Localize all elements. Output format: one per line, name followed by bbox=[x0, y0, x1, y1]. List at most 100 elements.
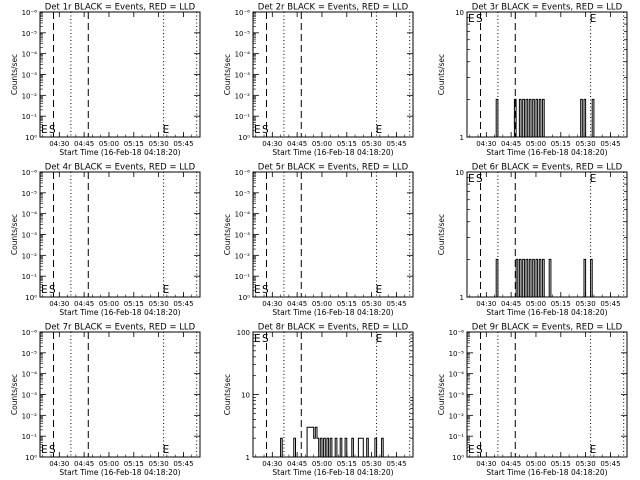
y-tick-label: 10⁻⁶ bbox=[235, 9, 251, 17]
x-tick-label: 05:00 bbox=[99, 460, 119, 468]
y-tick-label: 10⁻⁴ bbox=[235, 51, 251, 59]
y-tick-label: 10⁻⁴ bbox=[235, 211, 251, 219]
y-tick-label: 10⁻¹ bbox=[22, 273, 38, 281]
y-tick-label: 10⁻² bbox=[235, 252, 251, 260]
x-tick-label: 04:30 bbox=[476, 140, 496, 148]
x-tick-label: 05:30 bbox=[576, 140, 596, 148]
x-tick-label: 04:30 bbox=[262, 460, 282, 468]
y-axis-label: Counts/sec bbox=[437, 374, 446, 415]
x-tick-label: 05:45 bbox=[173, 300, 193, 308]
x-tick-label: 04:45 bbox=[501, 460, 521, 468]
marker-e-start: E bbox=[254, 284, 261, 296]
x-tick-label: 04:30 bbox=[49, 460, 69, 468]
y-tick-label: 10 bbox=[455, 9, 464, 17]
y-tick-label: 10⁻⁶ bbox=[449, 329, 465, 337]
marker-s: S bbox=[262, 333, 269, 345]
marker-e-start: E bbox=[41, 124, 48, 136]
panel-title: Det 6r BLACK = Events, RED = LLD bbox=[472, 163, 623, 173]
marker-e-end: E bbox=[376, 284, 383, 296]
y-tick-label: 10 bbox=[241, 392, 250, 400]
plot-frame bbox=[252, 331, 414, 458]
x-tick-label: 04:45 bbox=[501, 140, 521, 148]
y-tick-label: 10⁻⁶ bbox=[22, 169, 38, 177]
marker-e-start: E bbox=[254, 333, 261, 345]
x-tick-label: 05:00 bbox=[312, 140, 332, 148]
x-tick-label: 05:00 bbox=[99, 300, 119, 308]
x-tick-label: 04:30 bbox=[476, 460, 496, 468]
x-tick-label: 05:00 bbox=[526, 140, 546, 148]
x-tick-label: 05:15 bbox=[337, 300, 357, 308]
x-axis-label: Start Time (16-Feb-18 04:18:20) bbox=[59, 148, 180, 157]
panel-title: Det 3r BLACK = Events, RED = LLD bbox=[472, 3, 623, 13]
x-tick-label: 05:15 bbox=[124, 460, 144, 468]
y-tick-label: 10⁻¹ bbox=[22, 113, 38, 121]
y-tick-label: 10⁻⁵ bbox=[235, 190, 251, 198]
x-tick-label: 05:30 bbox=[149, 140, 169, 148]
y-tick-label: 10⁻⁵ bbox=[449, 350, 465, 358]
x-axis-label: Start Time (16-Feb-18 04:18:20) bbox=[486, 308, 607, 317]
panel-title: Det 9r BLACK = Events, RED = LLD bbox=[472, 323, 623, 333]
panel-det-7: Det 7r BLACK = Events, RED = LLD 10⁰ 10⁻¹ 1… bbox=[10, 323, 201, 477]
marker-e-start: E bbox=[254, 124, 261, 136]
x-axis-label: Start Time (16-Feb-18 04:18:20) bbox=[272, 468, 393, 477]
y-tick-label: 10⁻³ bbox=[22, 72, 38, 80]
x-tick-label: 04:30 bbox=[49, 300, 69, 308]
plot-frame bbox=[466, 331, 628, 458]
marker-e-start: E bbox=[468, 13, 475, 25]
y-tick-label: 10⁰ bbox=[25, 294, 37, 302]
x-axis-label: Start Time (16-Feb-18 04:18:20) bbox=[59, 308, 180, 317]
x-tick-label: 04:45 bbox=[287, 140, 307, 148]
y-tick-label: 10⁻¹ bbox=[235, 273, 251, 281]
y-tick-label: 10⁻² bbox=[449, 412, 465, 420]
marker-e-end: E bbox=[163, 284, 170, 296]
x-tick-label: 04:45 bbox=[74, 140, 94, 148]
x-tick-label: 05:00 bbox=[526, 460, 546, 468]
x-tick-label: 04:30 bbox=[49, 140, 69, 148]
x-tick-label: 05:15 bbox=[124, 300, 144, 308]
x-tick-label: 04:30 bbox=[262, 300, 282, 308]
panel-det-9: Det 9r BLACK = Events, RED = LLD 10⁰ 10⁻¹ 1… bbox=[437, 323, 628, 477]
plot-frame bbox=[252, 11, 414, 138]
x-tick-label: 04:45 bbox=[287, 300, 307, 308]
y-tick-label: 10⁻³ bbox=[235, 72, 251, 80]
y-tick-label: 1 bbox=[460, 134, 464, 142]
x-tick-label: 05:00 bbox=[99, 140, 119, 148]
panel-det-3: Det 3r BLACK = Events, RED = LLD 1 10 04:30… bbox=[437, 3, 628, 157]
marker-s: S bbox=[262, 124, 269, 136]
y-tick-label: 10⁻¹ bbox=[22, 433, 38, 441]
panel-det-1: Det 1r BLACK = Events, RED = LLD 10⁰ 10⁻¹ 1… bbox=[10, 3, 201, 157]
marker-e-end: E bbox=[376, 333, 383, 345]
y-axis-label: Counts/sec bbox=[223, 54, 232, 95]
x-tick-label: 04:30 bbox=[262, 140, 282, 148]
marker-e-end: E bbox=[376, 124, 383, 136]
panel-title: Det 8r BLACK = Events, RED = LLD bbox=[258, 323, 409, 333]
y-tick-label: 10⁰ bbox=[25, 134, 37, 142]
y-axis-label: Counts/sec bbox=[223, 214, 232, 255]
x-tick-label: 04:45 bbox=[287, 460, 307, 468]
x-tick-label: 05:00 bbox=[312, 460, 332, 468]
y-tick-label: 10⁻³ bbox=[449, 392, 465, 400]
x-tick-label: 05:45 bbox=[173, 460, 193, 468]
x-tick-label: 05:30 bbox=[576, 300, 596, 308]
panel-title: Det 7r BLACK = Events, RED = LLD bbox=[45, 323, 196, 333]
y-tick-label: 1 bbox=[460, 294, 464, 302]
y-axis-label: Counts/sec bbox=[223, 374, 232, 415]
panel-title: Det 2r BLACK = Events, RED = LLD bbox=[258, 3, 409, 13]
y-tick-label: 10⁻² bbox=[22, 252, 38, 260]
marker-e-end: E bbox=[163, 444, 170, 456]
y-tick-label: 10⁻² bbox=[22, 412, 38, 420]
marker-s: S bbox=[262, 284, 269, 296]
y-tick-label: 10⁻³ bbox=[235, 232, 251, 240]
plot-frame bbox=[39, 171, 201, 298]
series-events-line bbox=[495, 98, 595, 138]
x-tick-label: 04:45 bbox=[501, 300, 521, 308]
x-tick-label: 04:45 bbox=[74, 300, 94, 308]
x-tick-label: 05:00 bbox=[526, 300, 546, 308]
marker-e-start: E bbox=[468, 444, 475, 456]
x-tick-label: 05:15 bbox=[337, 140, 357, 148]
x-tick-label: 05:45 bbox=[600, 140, 620, 148]
x-tick-label: 05:00 bbox=[312, 300, 332, 308]
x-tick-label: 05:15 bbox=[551, 300, 571, 308]
y-tick-label: 10⁻¹ bbox=[449, 433, 465, 441]
